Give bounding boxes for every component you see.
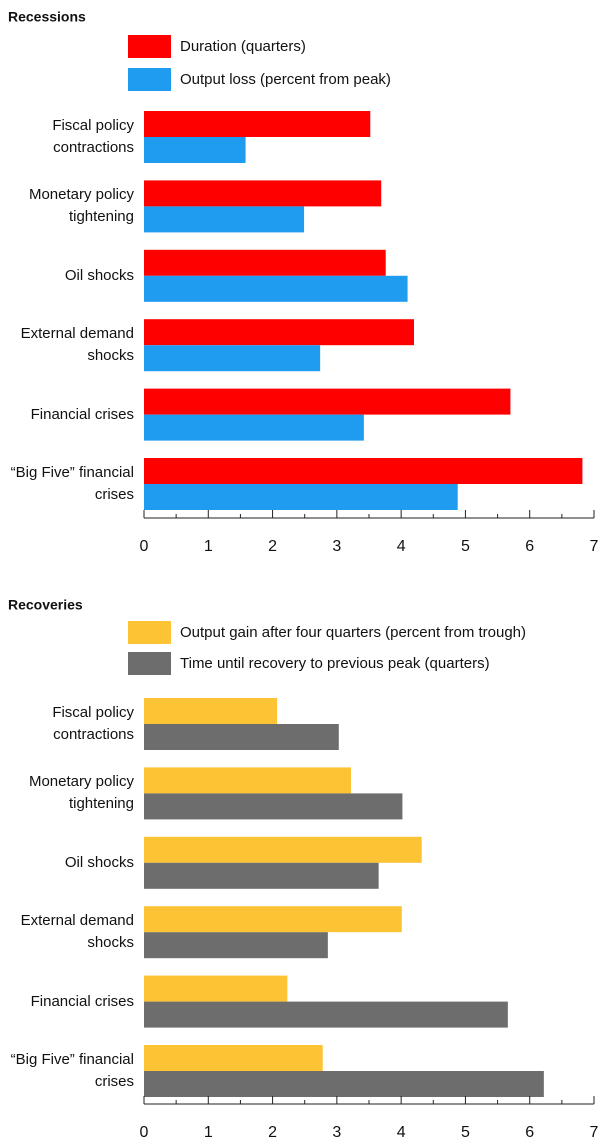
bar xyxy=(144,1001,508,1028)
category-label: “Big Five” financial crises xyxy=(10,464,134,503)
bar xyxy=(144,932,328,959)
bar xyxy=(144,111,371,137)
bar xyxy=(144,484,458,510)
category-label: Monetary policy tightening xyxy=(28,186,134,226)
x-tick-label: 5 xyxy=(461,1124,470,1141)
category-label: Financial crises xyxy=(30,992,134,1010)
legend-label: Time until recovery to previous peak (qu… xyxy=(180,655,490,672)
category-label: Oil shocks xyxy=(64,266,134,284)
bar xyxy=(144,836,422,863)
category-label: External demand shocks xyxy=(20,912,134,952)
bar xyxy=(144,137,246,163)
bar xyxy=(144,319,414,346)
bar xyxy=(144,767,351,794)
bar xyxy=(144,345,321,372)
x-tick-label: 2 xyxy=(268,1124,277,1141)
category-label: Fiscal policy contractions xyxy=(52,117,134,156)
legend-label: Duration (quarters) xyxy=(180,38,306,55)
x-tick-label: 1 xyxy=(204,538,213,555)
bar xyxy=(144,862,379,889)
bar xyxy=(144,249,386,276)
x-tick-label: 4 xyxy=(397,1124,406,1141)
x-tick-label: 2 xyxy=(268,538,277,555)
x-tick-label: 5 xyxy=(461,538,470,555)
legend-label: Output gain after four quarters (percent… xyxy=(180,624,526,641)
legend-swatch xyxy=(128,621,171,644)
category-label: External demand shocks xyxy=(20,325,134,365)
x-tick-label: 6 xyxy=(525,1124,534,1141)
bar xyxy=(144,275,408,302)
bar xyxy=(144,388,511,415)
x-tick-label: 0 xyxy=(140,1124,149,1141)
bar xyxy=(144,1071,544,1097)
chart-title: Recessions xyxy=(8,9,86,25)
x-tick-label: 3 xyxy=(332,1124,341,1141)
legend-swatch xyxy=(128,68,171,91)
bar xyxy=(144,975,288,1002)
x-tick-label: 7 xyxy=(590,1124,599,1141)
bar xyxy=(144,698,278,724)
legend-swatch xyxy=(128,35,171,58)
legend-swatch xyxy=(128,652,171,675)
bar xyxy=(144,1045,323,1071)
bar xyxy=(144,458,583,484)
bar xyxy=(144,906,402,933)
legend-label: Output loss (percent from peak) xyxy=(180,71,391,88)
x-tick-label: 4 xyxy=(397,538,406,555)
category-label: Monetary policy tightening xyxy=(28,773,134,813)
bar xyxy=(144,793,403,820)
category-label: “Big Five” financial crises xyxy=(10,1051,134,1090)
x-tick-label: 7 xyxy=(590,538,599,555)
x-tick-label: 6 xyxy=(525,538,534,555)
x-tick-label: 3 xyxy=(332,538,341,555)
x-tick-label: 0 xyxy=(140,538,149,555)
category-label: Financial crises xyxy=(30,405,134,423)
bar xyxy=(144,724,339,750)
chart-title: Recoveries xyxy=(8,597,83,613)
category-label: Fiscal policy contractions xyxy=(52,704,134,743)
x-tick-label: 1 xyxy=(204,1124,213,1141)
bar xyxy=(144,180,382,207)
bar xyxy=(144,414,364,441)
bar xyxy=(144,206,305,233)
category-label: Oil shocks xyxy=(64,853,134,871)
